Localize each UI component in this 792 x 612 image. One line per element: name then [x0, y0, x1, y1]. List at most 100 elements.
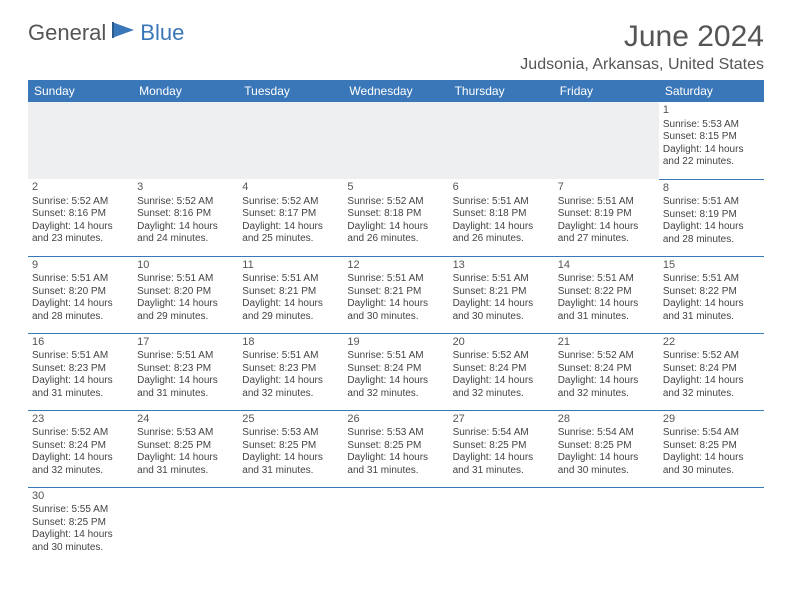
sunrise-text: Sunrise: 5:54 AM	[558, 427, 655, 440]
daylight-minutes-text: and 23 minutes.	[32, 233, 129, 246]
daylight-minutes-text: and 32 minutes.	[242, 388, 339, 401]
day-number: 21	[558, 336, 655, 350]
sunset-text: Sunset: 8:24 PM	[32, 440, 129, 453]
day-number: 18	[242, 336, 339, 350]
daylight-text: Daylight: 14 hours	[347, 452, 444, 465]
calendar-cell: 12Sunrise: 5:51 AMSunset: 8:21 PMDayligh…	[343, 256, 448, 333]
daylight-text: Daylight: 14 hours	[242, 452, 339, 465]
day-number: 24	[137, 413, 234, 427]
sunrise-text: Sunrise: 5:54 AM	[663, 427, 760, 440]
sunrise-text: Sunrise: 5:51 AM	[242, 273, 339, 286]
calendar-cell: 4Sunrise: 5:52 AMSunset: 8:17 PMDaylight…	[238, 179, 343, 256]
calendar-cell: 22Sunrise: 5:52 AMSunset: 8:24 PMDayligh…	[659, 333, 764, 410]
daylight-text: Daylight: 14 hours	[137, 298, 234, 311]
sunrise-text: Sunrise: 5:51 AM	[347, 350, 444, 363]
daylight-minutes-text: and 32 minutes.	[558, 388, 655, 401]
daylight-minutes-text: and 32 minutes.	[453, 388, 550, 401]
sunset-text: Sunset: 8:25 PM	[242, 440, 339, 453]
calendar-cell: 6Sunrise: 5:51 AMSunset: 8:18 PMDaylight…	[449, 179, 554, 256]
daylight-minutes-text: and 22 minutes.	[663, 156, 760, 169]
logo: General Blue	[28, 20, 184, 46]
day-number: 6	[453, 181, 550, 195]
sunrise-text: Sunrise: 5:51 AM	[347, 273, 444, 286]
calendar-row: 2Sunrise: 5:52 AMSunset: 8:16 PMDaylight…	[28, 179, 764, 256]
calendar-page: General Blue June 2024 Judsonia, Arkansa…	[0, 0, 792, 574]
calendar-cell: 29Sunrise: 5:54 AMSunset: 8:25 PMDayligh…	[659, 410, 764, 487]
calendar-cell: 18Sunrise: 5:51 AMSunset: 8:23 PMDayligh…	[238, 333, 343, 410]
daylight-text: Daylight: 14 hours	[347, 221, 444, 234]
day-number: 19	[347, 336, 444, 350]
sunrise-text: Sunrise: 5:52 AM	[32, 196, 129, 209]
day-number: 1	[663, 104, 760, 118]
daylight-minutes-text: and 28 minutes.	[32, 311, 129, 324]
weekday-header: Thursday	[449, 80, 554, 102]
sunset-text: Sunset: 8:25 PM	[32, 517, 129, 530]
daylight-minutes-text: and 32 minutes.	[347, 388, 444, 401]
sunrise-text: Sunrise: 5:53 AM	[663, 119, 760, 132]
calendar-cell-empty	[449, 487, 554, 564]
sunset-text: Sunset: 8:21 PM	[453, 286, 550, 299]
daylight-minutes-text: and 30 minutes.	[453, 311, 550, 324]
day-number: 12	[347, 259, 444, 273]
sunrise-text: Sunrise: 5:51 AM	[663, 273, 760, 286]
day-number: 7	[558, 181, 655, 195]
sunrise-text: Sunrise: 5:53 AM	[137, 427, 234, 440]
day-number: 29	[663, 413, 760, 427]
sunrise-text: Sunrise: 5:51 AM	[137, 350, 234, 363]
calendar-cell: 24Sunrise: 5:53 AMSunset: 8:25 PMDayligh…	[133, 410, 238, 487]
daylight-minutes-text: and 26 minutes.	[453, 233, 550, 246]
sunrise-text: Sunrise: 5:52 AM	[242, 196, 339, 209]
day-number: 9	[32, 259, 129, 273]
day-number: 3	[137, 181, 234, 195]
sunset-text: Sunset: 8:20 PM	[137, 286, 234, 299]
sunrise-text: Sunrise: 5:52 AM	[347, 196, 444, 209]
daylight-minutes-text: and 25 minutes.	[242, 233, 339, 246]
calendar-cell: 11Sunrise: 5:51 AMSunset: 8:21 PMDayligh…	[238, 256, 343, 333]
sunset-text: Sunset: 8:16 PM	[137, 208, 234, 221]
daylight-minutes-text: and 30 minutes.	[347, 311, 444, 324]
calendar-cell: 20Sunrise: 5:52 AMSunset: 8:24 PMDayligh…	[449, 333, 554, 410]
calendar-row: 9Sunrise: 5:51 AMSunset: 8:20 PMDaylight…	[28, 256, 764, 333]
daylight-minutes-text: and 30 minutes.	[558, 465, 655, 478]
day-number: 4	[242, 181, 339, 195]
calendar-cell: 13Sunrise: 5:51 AMSunset: 8:21 PMDayligh…	[449, 256, 554, 333]
sunset-text: Sunset: 8:19 PM	[558, 208, 655, 221]
daylight-text: Daylight: 14 hours	[347, 375, 444, 388]
daylight-minutes-text: and 30 minutes.	[32, 542, 129, 555]
calendar-row: 30Sunrise: 5:55 AMSunset: 8:25 PMDayligh…	[28, 487, 764, 564]
daylight-minutes-text: and 32 minutes.	[32, 465, 129, 478]
weekday-header: Friday	[554, 80, 659, 102]
flag-icon	[112, 20, 138, 45]
day-number: 23	[32, 413, 129, 427]
sunset-text: Sunset: 8:25 PM	[558, 440, 655, 453]
calendar-cell-blank	[449, 102, 554, 179]
daylight-text: Daylight: 14 hours	[558, 452, 655, 465]
sunrise-text: Sunrise: 5:51 AM	[137, 273, 234, 286]
calendar-cell-blank	[554, 102, 659, 179]
day-number: 26	[347, 413, 444, 427]
daylight-text: Daylight: 14 hours	[453, 452, 550, 465]
header: General Blue June 2024 Judsonia, Arkansa…	[28, 20, 764, 74]
day-number: 14	[558, 259, 655, 273]
sunset-text: Sunset: 8:25 PM	[347, 440, 444, 453]
daylight-text: Daylight: 14 hours	[663, 452, 760, 465]
daylight-text: Daylight: 14 hours	[347, 298, 444, 311]
calendar-cell-blank	[343, 102, 448, 179]
daylight-text: Daylight: 14 hours	[32, 529, 129, 542]
sunrise-text: Sunrise: 5:51 AM	[558, 196, 655, 209]
calendar-cell-blank	[238, 102, 343, 179]
daylight-minutes-text: and 31 minutes.	[453, 465, 550, 478]
weekday-header: Saturday	[659, 80, 764, 102]
daylight-minutes-text: and 31 minutes.	[347, 465, 444, 478]
daylight-text: Daylight: 14 hours	[137, 375, 234, 388]
calendar-cell: 28Sunrise: 5:54 AMSunset: 8:25 PMDayligh…	[554, 410, 659, 487]
day-number: 25	[242, 413, 339, 427]
daylight-text: Daylight: 14 hours	[558, 298, 655, 311]
daylight-text: Daylight: 14 hours	[663, 298, 760, 311]
day-number: 16	[32, 336, 129, 350]
sunset-text: Sunset: 8:18 PM	[347, 208, 444, 221]
sunset-text: Sunset: 8:18 PM	[453, 208, 550, 221]
page-title: June 2024	[520, 20, 764, 54]
calendar-row: 16Sunrise: 5:51 AMSunset: 8:23 PMDayligh…	[28, 333, 764, 410]
sunrise-text: Sunrise: 5:54 AM	[453, 427, 550, 440]
